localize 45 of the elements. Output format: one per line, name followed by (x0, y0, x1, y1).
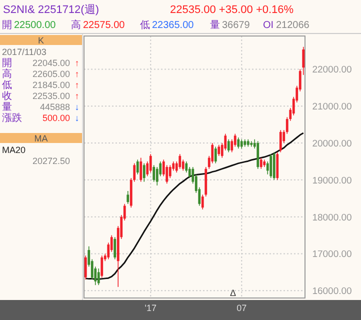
annotation: Δ (230, 288, 236, 298)
text: 212066 (276, 20, 310, 31)
y-tick-label: 19000.00 (312, 175, 352, 186)
y-tick-label: 17000.00 (312, 249, 352, 260)
y-tick-label: 18000.00 (312, 212, 352, 224)
text: ↑ (74, 91, 80, 101)
text: 低 (2, 80, 12, 91)
chart-subtitle: 22535.00 +35.00 +0.16% (170, 4, 294, 16)
text: 22575.00 (83, 20, 126, 31)
text: ↓ (74, 113, 80, 123)
text: 高 (71, 19, 81, 31)
text: ↓ (74, 102, 80, 112)
text: ↑ (74, 58, 80, 68)
text: 高 (2, 68, 12, 80)
text: MA20 (2, 145, 26, 155)
text: 21845.00 (32, 80, 70, 90)
text: 445888 (40, 102, 70, 112)
text: 漲跌 (2, 112, 22, 124)
text: 22500.00 (14, 20, 56, 31)
text: MA (34, 134, 48, 144)
text: 20272.50 (32, 156, 70, 166)
y-tick-label: 16000.00 (312, 286, 352, 298)
text: 量 (2, 102, 12, 113)
text: 量 (210, 20, 220, 31)
chart-title: S2NI& 2251712(週) (3, 4, 99, 16)
x-tick-label: 07 (236, 303, 247, 313)
text: 22365.00 (152, 20, 194, 31)
y-tick-label: 20000.00 (312, 138, 352, 150)
text: 22045.00 (32, 58, 70, 68)
text: ↑ (74, 80, 80, 90)
text: OI (263, 20, 274, 31)
y-tick-label: 21000.00 (312, 102, 352, 113)
text: 22535.00 (32, 91, 70, 101)
x-tick-label: '17 (144, 303, 156, 313)
text: 22605.00 (32, 69, 70, 79)
text: ↑ (74, 69, 80, 79)
text: 收 (2, 91, 12, 102)
text: 500.00 (42, 113, 70, 123)
text: 36679 (222, 20, 250, 31)
text: 2017/11/03 (2, 47, 46, 57)
text: 低 (140, 20, 150, 31)
y-tick-label: 22000.00 (312, 64, 352, 76)
text: 開 (2, 58, 12, 69)
text: 開 (2, 20, 12, 31)
text: K (38, 36, 44, 46)
